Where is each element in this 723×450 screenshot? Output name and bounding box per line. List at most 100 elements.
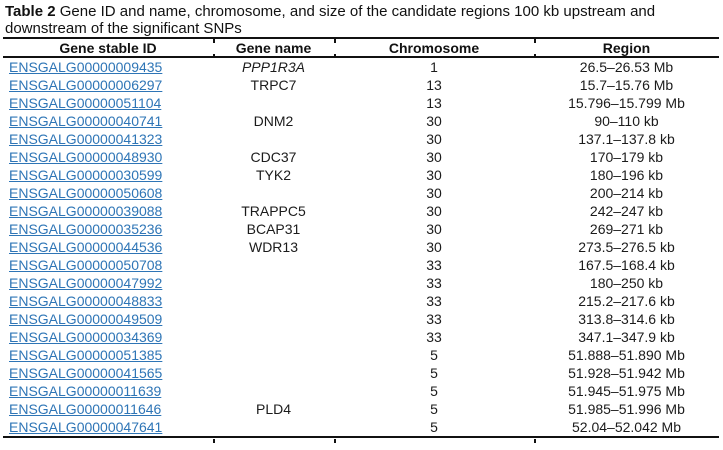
gene-name-cell: [213, 292, 334, 310]
gene-id-link[interactable]: ENSGALG00000035236: [9, 221, 163, 237]
gene-name-cell: TRPC7: [250, 77, 297, 93]
gene-id-link[interactable]: ENSGALG00000039088: [9, 203, 163, 219]
chromosome-cell: 30: [426, 203, 442, 219]
chromosome-cell: 30: [426, 149, 442, 165]
region-cell: 170–179 kb: [589, 149, 664, 165]
column-divider-tick: [334, 439, 336, 443]
region-cell: 167.5–168.4 kb: [578, 257, 675, 273]
gene-name-cell: [213, 94, 334, 112]
gene-id-cell: ENSGALG00000050608: [3, 184, 213, 202]
table-row: ENSGALG00000048930 CDC37 30 170–179 kb: [3, 148, 719, 166]
gene-id-link[interactable]: ENSGALG00000030599: [9, 167, 163, 183]
gene-id-cell: ENSGALG00000048930: [3, 148, 213, 166]
chromosome-cell: 30: [426, 239, 442, 255]
table-row: ENSGALG00000051104 13 15.796–15.799 Mb: [3, 94, 719, 112]
gene-name-cell: [213, 346, 334, 364]
chromosome-cell: 30: [426, 131, 442, 147]
gene-id-cell: ENSGALG00000047992: [3, 274, 213, 292]
chromosome-cell: 5: [430, 365, 438, 381]
gene-id-link[interactable]: ENSGALG00000011646: [9, 401, 162, 417]
table-row: ENSGALG00000011646 PLD4 5 51.985–51.996 …: [3, 400, 719, 418]
chromosome-cell: 30: [426, 221, 442, 237]
gene-name-cell: [213, 130, 334, 148]
region-cell: 51.945–51.975 Mb: [568, 383, 685, 399]
gene-name-cell: PLD4: [255, 401, 292, 417]
column-header-chromosome: Chromosome: [334, 38, 534, 58]
gene-regions-table: Gene stable ID Gene name Chromosome Regi…: [3, 37, 719, 438]
gene-name-cell: [213, 382, 334, 400]
gene-id-cell: ENSGALG00000049509: [3, 310, 213, 328]
table-row: ENSGALG00000030599 TYK2 30 180–196 kb: [3, 166, 719, 184]
chromosome-cell: 33: [426, 329, 442, 345]
region-cell: 51.928–51.942 Mb: [568, 365, 685, 381]
gene-regions-table-wrap: Gene stable ID Gene name Chromosome Regi…: [3, 37, 719, 443]
chromosome-cell: 13: [426, 95, 442, 111]
gene-id-cell: ENSGALG00000030599: [3, 166, 213, 184]
gene-id-link[interactable]: ENSGALG00000048833: [9, 293, 163, 309]
region-cell: 242–247 kb: [589, 203, 664, 219]
gene-id-link[interactable]: ENSGALG00000047992: [9, 275, 163, 291]
gene-id-link[interactable]: ENSGALG00000041565: [9, 365, 163, 381]
gene-id-link[interactable]: ENSGALG00000040741: [9, 113, 163, 129]
gene-id-link[interactable]: ENSGALG00000048930: [9, 149, 163, 165]
region-cell: 15.7–15.76 Mb: [579, 77, 674, 93]
table-row: ENSGALG00000041565 5 51.928–51.942 Mb: [3, 364, 719, 382]
region-cell: 51.985–51.996 Mb: [568, 401, 685, 417]
table-row: ENSGALG00000041323 30 137.1–137.8 kb: [3, 130, 719, 148]
gene-name-cell: [213, 364, 334, 382]
column-divider-tick: [334, 54, 336, 58]
header-row: Gene stable ID Gene name Chromosome Regi…: [3, 38, 719, 58]
gene-id-cell: ENSGALG00000044536: [3, 238, 213, 256]
gene-name-cell: TRAPPC5: [241, 203, 306, 219]
gene-id-link[interactable]: ENSGALG00000044536: [9, 239, 163, 255]
gene-id-link[interactable]: ENSGALG00000041323: [9, 131, 163, 147]
column-divider-tick: [213, 39, 215, 43]
region-cell: 26.5–26.53 Mb: [579, 59, 674, 75]
region-cell: 347.1–347.9 kb: [578, 329, 675, 345]
column-divider-tick: [213, 439, 215, 443]
chromosome-cell: 1: [430, 59, 438, 75]
chromosome-cell: 33: [426, 311, 442, 327]
column-header-gene-name: Gene name: [213, 38, 334, 58]
gene-id-cell: ENSGALG00000041565: [3, 364, 213, 382]
table-row: ENSGALG00000044536 WDR13 30 273.5–276.5 …: [3, 238, 719, 256]
table-row: ENSGALG00000006297 TRPC7 13 15.7–15.76 M…: [3, 76, 719, 94]
table-caption: Table 2 Gene ID and name, chromosome, an…: [5, 3, 715, 37]
gene-id-link[interactable]: ENSGALG00000051385: [9, 347, 163, 363]
column-divider-tick: [534, 39, 536, 43]
region-cell: 269–271 kb: [589, 221, 664, 237]
gene-name-cell: WDR13: [248, 239, 298, 255]
gene-name-cell: PPP1R3A: [241, 59, 306, 75]
gene-id-link[interactable]: ENSGALG00000009435: [9, 59, 163, 75]
gene-id-link[interactable]: ENSGALG00000050608: [9, 185, 163, 201]
region-cell: 200–214 kb: [589, 185, 664, 201]
gene-id-cell: ENSGALG00000041323: [3, 130, 213, 148]
chromosome-cell: 30: [426, 185, 442, 201]
gene-id-link[interactable]: ENSGALG00000047641: [9, 419, 163, 435]
caption-text-line1: Gene ID and name, chromosome, and size o…: [55, 3, 656, 20]
region-cell: 51.888–51.890 Mb: [568, 347, 685, 363]
caption-table-number: Table 2: [5, 3, 56, 20]
gene-id-link[interactable]: ENSGALG00000049509: [9, 311, 163, 327]
column-divider-tick: [534, 439, 536, 443]
column-divider-tick: [334, 39, 336, 43]
table-row: ENSGALG00000049509 33 313.8–314.6 kb: [3, 310, 719, 328]
region-cell: 273.5–276.5 kb: [578, 239, 675, 255]
chromosome-cell: 5: [430, 419, 438, 435]
gene-name-cell: [213, 310, 334, 328]
gene-id-link[interactable]: ENSGALG00000006297: [9, 77, 163, 93]
gene-id-cell: ENSGALG00000039088: [3, 202, 213, 220]
chromosome-cell: 30: [426, 113, 442, 129]
gene-id-link[interactable]: ENSGALG00000050708: [9, 257, 163, 273]
chromosome-cell: 33: [426, 275, 442, 291]
gene-id-link[interactable]: ENSGALG00000011639: [9, 383, 162, 399]
table-row: ENSGALG00000011639 5 51.945–51.975 Mb: [3, 382, 719, 400]
region-cell: 180–250 kb: [589, 275, 664, 291]
gene-id-link[interactable]: ENSGALG00000051104: [9, 95, 162, 111]
gene-name-cell: BCAP31: [246, 221, 301, 237]
gene-id-cell: ENSGALG00000048833: [3, 292, 213, 310]
region-cell: 90–110 kb: [594, 113, 659, 129]
gene-id-link[interactable]: ENSGALG00000034369: [9, 329, 163, 345]
gene-id-cell: ENSGALG00000051104: [3, 94, 213, 112]
region-cell: 137.1–137.8 kb: [578, 131, 675, 147]
